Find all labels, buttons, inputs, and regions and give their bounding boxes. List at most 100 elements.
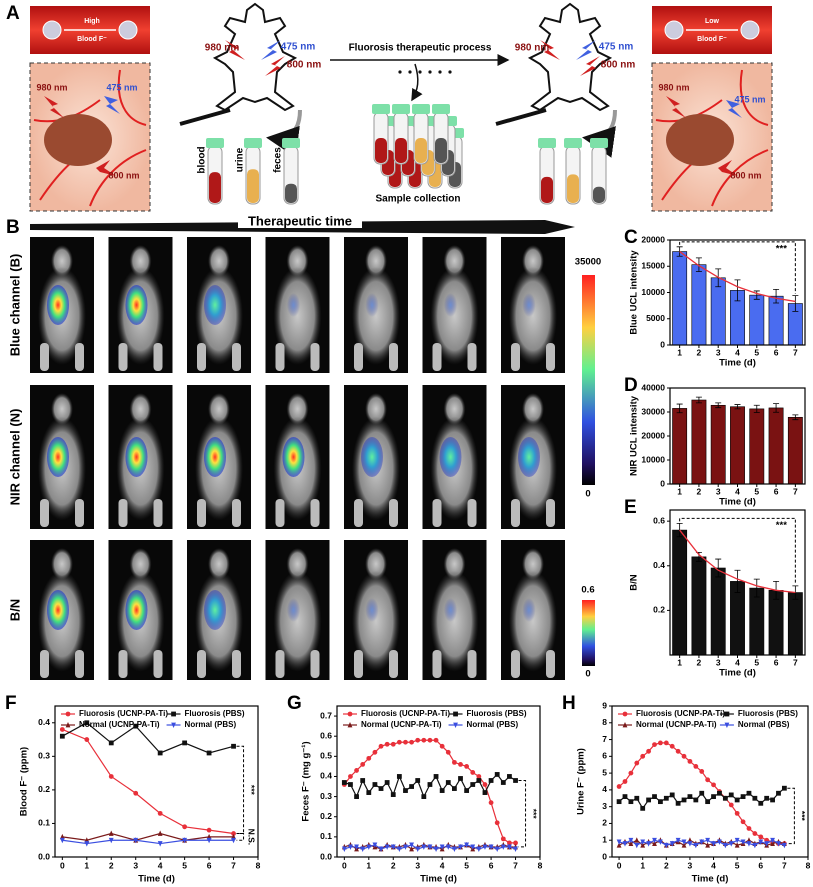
series-line: [62, 839, 234, 845]
error-bar: [792, 295, 799, 312]
mouse-leg: [153, 343, 163, 371]
marker: [622, 779, 628, 784]
tube-content: [541, 176, 553, 203]
marker: [746, 826, 752, 831]
marker: [728, 802, 734, 808]
marker: [348, 782, 353, 787]
x-tick-label: 6: [774, 657, 779, 667]
mouse-head: [286, 393, 309, 425]
error-bar: [734, 404, 741, 410]
marker: [652, 840, 657, 846]
legend-label: Fluorosis (PBS): [467, 709, 527, 718]
plot-frame: [669, 239, 806, 346]
marker: [646, 841, 652, 847]
significance-bracket: [679, 517, 796, 584]
x-tick-label: 5: [735, 860, 740, 870]
marker: [675, 837, 681, 844]
marker: [427, 844, 433, 850]
x-tick-label: 2: [697, 657, 702, 667]
mouse-leg: [389, 650, 398, 678]
marker: [711, 841, 716, 847]
marker: [681, 839, 687, 845]
marker: [734, 842, 740, 848]
mouse-body: [273, 266, 322, 365]
annotation: ***: [528, 809, 538, 820]
marker: [231, 743, 236, 749]
y-tick-label: 0.6: [320, 730, 332, 740]
wavelength: 475 nm: [106, 82, 137, 92]
panel-label: H: [562, 693, 576, 714]
marker: [482, 844, 488, 850]
signal: [282, 437, 305, 477]
wavelength: 475 nm: [734, 94, 765, 104]
bar: [749, 294, 765, 346]
mouse-leg: [467, 650, 477, 678]
marker: [728, 841, 734, 847]
marker: [366, 790, 372, 795]
probe: [495, 108, 547, 126]
y-tick-label: 0.7: [320, 710, 332, 720]
x-tick-label: 4: [735, 347, 740, 357]
marker: [427, 782, 433, 787]
marker: [705, 837, 711, 844]
marker: [634, 837, 640, 843]
signal: [125, 437, 148, 477]
mouse-leg: [310, 499, 320, 527]
marker: [439, 844, 445, 850]
marker: [360, 846, 366, 852]
x-tick-label: 3: [716, 347, 721, 357]
marker: [507, 840, 512, 846]
marker: [722, 842, 728, 849]
marker: [724, 711, 730, 717]
x-tick-label: 0: [617, 860, 622, 870]
marker: [628, 799, 634, 805]
mouse-leg: [275, 499, 285, 527]
x-tick-label: 6: [774, 486, 779, 496]
mouse-leg: [389, 343, 398, 371]
y-tick-label: 3: [602, 801, 607, 811]
marker: [108, 830, 114, 836]
marker: [681, 753, 687, 759]
marker: [384, 780, 390, 785]
marker: [507, 774, 512, 779]
title-background: [238, 216, 362, 228]
marker: [634, 795, 640, 801]
marker: [108, 837, 114, 844]
left-mouse: [212, 2, 298, 112]
liver: [666, 114, 734, 166]
tube-cap: [590, 138, 608, 148]
marker: [764, 795, 770, 801]
marker: [206, 750, 212, 756]
marker: [366, 844, 372, 850]
series-line: [62, 728, 234, 835]
signal: [522, 598, 536, 622]
wavelength: 800 nm: [108, 170, 139, 180]
particle: [740, 20, 760, 40]
plot-frame: [54, 705, 259, 858]
marker: [675, 748, 681, 754]
marker: [470, 782, 476, 787]
y-tick-label: 0.4: [320, 771, 332, 781]
x-tick-label: 7: [793, 486, 798, 496]
marker: [133, 790, 139, 796]
legend-label: Fluorosis (UCNP-PA-Ti): [636, 709, 725, 718]
mouse-leg: [546, 343, 555, 371]
marker: [758, 839, 764, 845]
marker: [646, 748, 652, 754]
collect-arrow: [582, 109, 617, 158]
marker: [681, 842, 687, 848]
panel-label: C: [624, 227, 638, 248]
signal: [47, 285, 69, 325]
plot-frame: [669, 509, 806, 656]
marker: [669, 792, 675, 798]
bar: [768, 295, 784, 346]
mouse-head: [208, 548, 230, 580]
marker: [470, 844, 476, 850]
panel-label: G: [287, 693, 302, 714]
bar: [768, 407, 784, 485]
marker: [724, 722, 730, 728]
significance-bracket: [518, 779, 527, 848]
marker: [500, 844, 506, 850]
mouse-body: [273, 570, 322, 672]
error-bar: [773, 288, 780, 304]
